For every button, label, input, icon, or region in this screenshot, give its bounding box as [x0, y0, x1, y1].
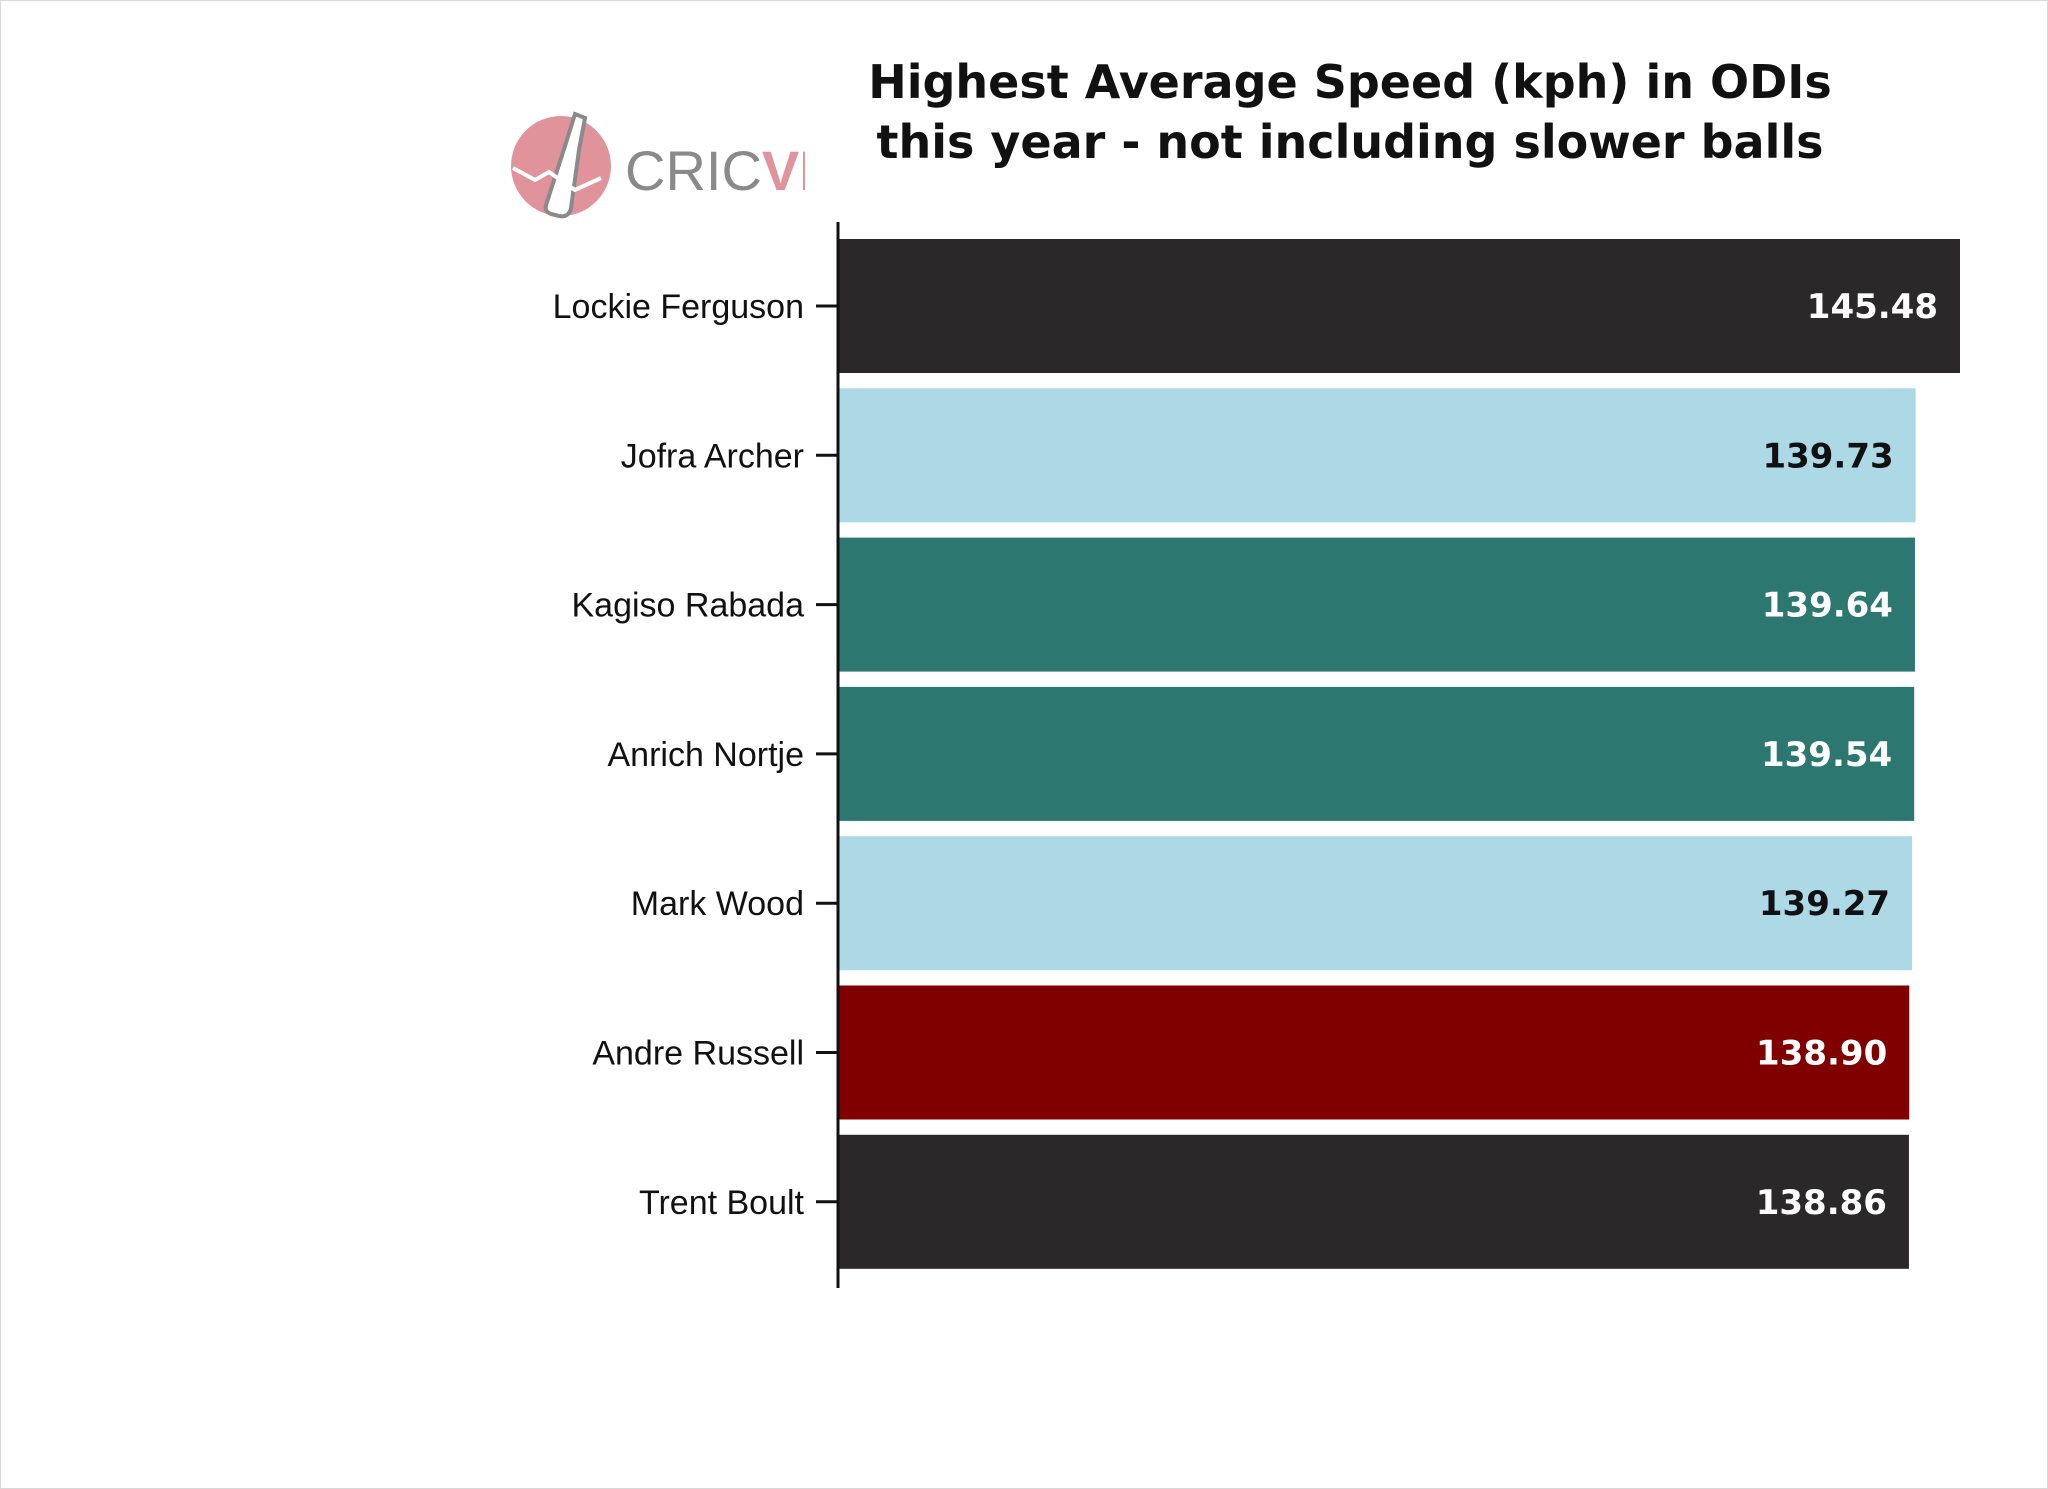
cricviz-logo: CRICVIZ [511, 111, 805, 219]
bar-value-label: 138.90 [1756, 1034, 1887, 1074]
bar [838, 537, 1915, 672]
bar-value-label: 139.64 [1762, 586, 1893, 626]
svg-text:CRICVIZ: CRICVIZ [625, 139, 805, 202]
bar-value-label: 145.48 [1807, 287, 1938, 327]
y-tick-label: Anrich Nortje [607, 736, 804, 774]
bar [838, 686, 1915, 821]
bar [838, 836, 1913, 971]
y-tick-label: Andre Russell [592, 1035, 804, 1073]
logo-text-viz: VIZ [762, 139, 805, 202]
bar [838, 1134, 1909, 1269]
bar [838, 239, 1960, 373]
bar [838, 985, 1910, 1120]
y-tick-label: Mark Wood [631, 885, 804, 923]
y-tick-label: Trent Boult [639, 1184, 805, 1222]
y-tick-label: Jofra Archer [621, 437, 804, 475]
bar-value-label: 138.86 [1756, 1183, 1887, 1223]
logo-chart-line-icon [512, 166, 602, 193]
y-tick-label: Lockie Ferguson [553, 288, 804, 326]
chart-title-line-1: Highest Average Speed (kph) in ODIs [868, 55, 1832, 109]
chart-title: Highest Average Speed (kph) in ODIs this… [820, 52, 1880, 172]
bar-value-label: 139.27 [1759, 884, 1890, 924]
y-tick-label: Kagiso Rabada [571, 587, 804, 625]
logo-bat-icon [543, 111, 588, 219]
bar [838, 388, 1916, 523]
bar-value-label: 139.54 [1761, 735, 1892, 775]
bar-value-label: 139.73 [1762, 436, 1893, 476]
chart-title-line-2: this year - not including slower balls [876, 115, 1824, 169]
logo-text-cric: CRIC [625, 139, 762, 202]
